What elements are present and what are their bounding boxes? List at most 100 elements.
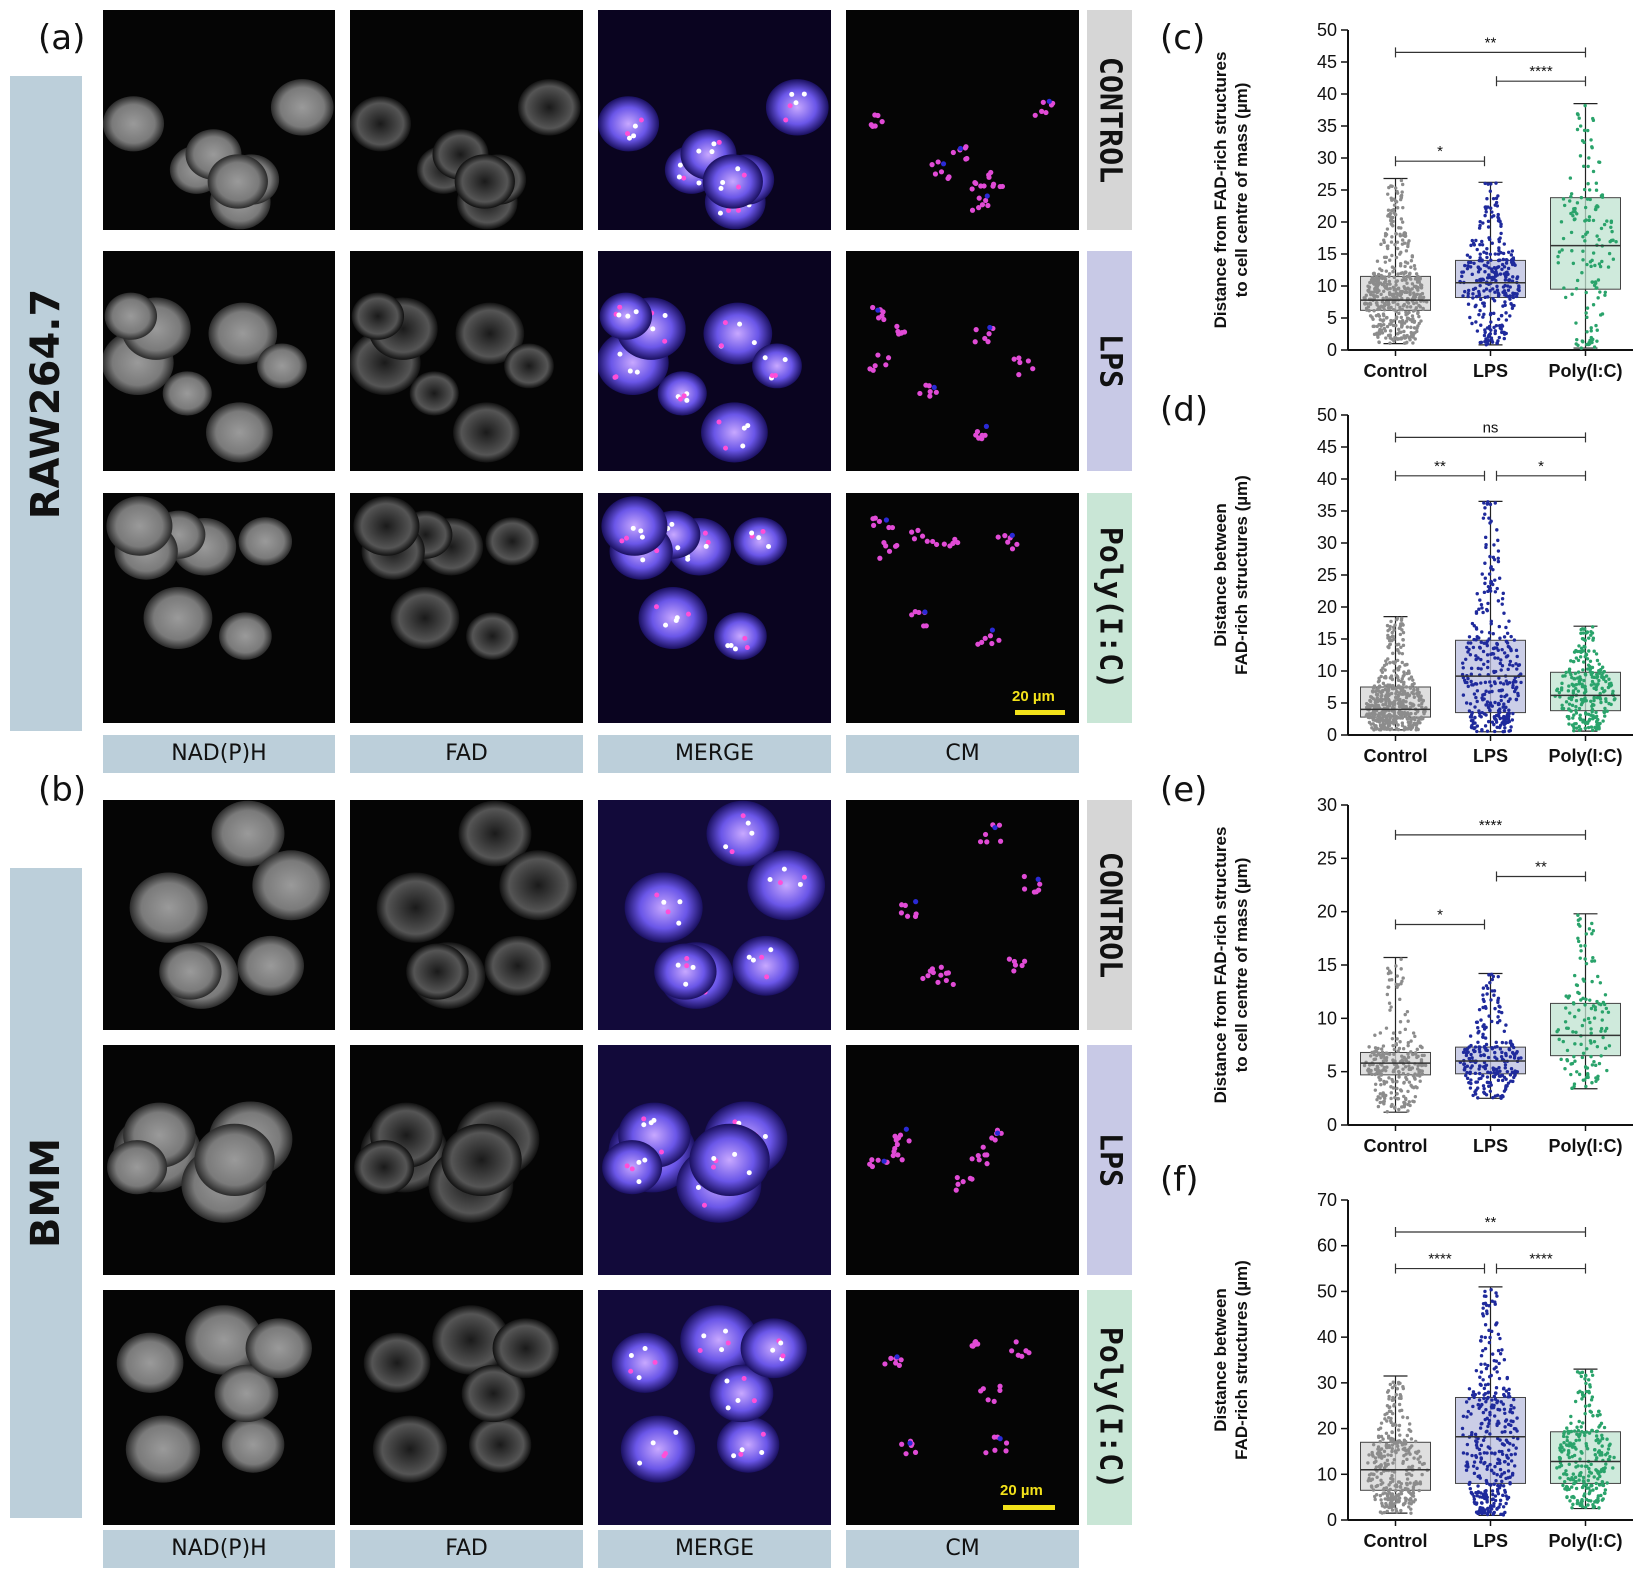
cell-body <box>208 302 278 365</box>
data-point <box>1493 1452 1497 1456</box>
data-point <box>1510 262 1515 267</box>
data-point <box>1382 238 1386 242</box>
data-point <box>1484 1294 1488 1298</box>
data-point <box>1486 260 1490 265</box>
data-point <box>1484 1493 1489 1497</box>
data-point <box>1590 280 1595 284</box>
data-point <box>1474 657 1478 662</box>
data-point <box>1605 1437 1609 1441</box>
cm-center-dot <box>983 423 990 429</box>
cell-line-label-bmm: BMM <box>23 1137 69 1249</box>
fad-spot <box>767 876 773 882</box>
data-point <box>1377 689 1381 693</box>
data-point <box>1595 286 1599 290</box>
cm-dot <box>933 389 939 395</box>
data-point <box>1504 1389 1509 1393</box>
data-point <box>1403 1101 1407 1105</box>
data-point <box>1416 324 1420 328</box>
data-point <box>1485 1075 1490 1079</box>
data-point <box>1498 1019 1502 1023</box>
data-point <box>1474 294 1479 299</box>
data-point <box>1488 289 1492 293</box>
data-point <box>1490 652 1494 656</box>
cm-center-dot <box>894 1354 900 1360</box>
data-point <box>1494 323 1499 328</box>
fad-spot <box>658 1149 664 1155</box>
data-point <box>1407 1489 1411 1494</box>
fad-spot <box>690 964 696 970</box>
data-point <box>1492 1367 1496 1371</box>
x-tick-label: LPS <box>1473 361 1508 381</box>
data-point <box>1489 206 1493 210</box>
y-axis-label: Distance between FAD-rich structures (µm) <box>1211 475 1251 675</box>
data-point <box>1398 1040 1402 1044</box>
cell-body <box>103 96 165 152</box>
data-point <box>1508 659 1513 664</box>
data-point <box>1599 667 1603 672</box>
data-point <box>1393 186 1398 190</box>
data-point <box>1404 249 1409 253</box>
data-point <box>1422 710 1427 714</box>
data-point <box>1589 326 1593 330</box>
data-point <box>1466 650 1470 654</box>
data-point <box>1509 725 1513 729</box>
data-point <box>1385 1110 1389 1114</box>
data-point <box>1572 1015 1577 1019</box>
data-point <box>1405 1457 1409 1462</box>
data-point <box>1465 266 1470 271</box>
data-point <box>1506 644 1511 649</box>
data-point <box>1488 554 1492 559</box>
data-point <box>1577 1419 1581 1424</box>
data-point <box>1483 1335 1487 1340</box>
data-point <box>1504 257 1509 262</box>
cell-body <box>624 872 703 943</box>
cm-dot <box>985 1397 991 1403</box>
data-point <box>1500 330 1505 334</box>
data-point <box>1499 231 1503 236</box>
data-point <box>1589 138 1593 142</box>
data-point <box>1493 1045 1497 1049</box>
data-point <box>1395 658 1400 663</box>
data-point <box>1600 1436 1605 1441</box>
data-point <box>1588 338 1592 343</box>
data-point <box>1396 286 1401 291</box>
data-point <box>1483 506 1487 510</box>
data-point <box>1398 261 1403 266</box>
data-point <box>1497 1458 1502 1463</box>
micrograph-cm-bmm-1 <box>846 1045 1079 1275</box>
data-point <box>1474 320 1478 324</box>
data-point <box>1394 1393 1398 1397</box>
data-point <box>1379 1047 1384 1051</box>
fad-spot <box>675 545 681 551</box>
fad-spot <box>638 117 644 123</box>
data-point <box>1498 716 1502 721</box>
data-point <box>1461 294 1465 298</box>
data-point <box>1505 631 1510 635</box>
data-point <box>1487 1328 1491 1333</box>
data-point <box>1498 636 1502 640</box>
data-point <box>1575 112 1580 116</box>
cm-dot <box>977 839 984 845</box>
data-point <box>1585 657 1590 661</box>
data-point <box>1488 1080 1493 1085</box>
data-point <box>1419 285 1424 290</box>
data-point <box>1466 1050 1470 1054</box>
data-point <box>1372 309 1376 313</box>
data-point <box>1598 290 1602 294</box>
data-point <box>1590 1373 1595 1377</box>
data-point <box>1607 677 1611 681</box>
data-point <box>1464 1053 1469 1058</box>
x-tick-label: LPS <box>1473 1531 1508 1551</box>
data-point <box>1375 294 1380 299</box>
data-point <box>1502 1089 1507 1093</box>
data-point <box>1477 636 1481 640</box>
data-point <box>1590 1063 1595 1067</box>
data-point <box>1496 1015 1500 1019</box>
data-point <box>1490 1019 1494 1024</box>
data-point <box>1496 549 1501 553</box>
data-point <box>1495 1423 1499 1428</box>
chart-e: Distance from FAD-rich structures to cell… <box>1211 795 1633 1156</box>
data-point <box>1594 1079 1598 1083</box>
data-point <box>1469 679 1473 684</box>
data-point <box>1491 646 1496 651</box>
